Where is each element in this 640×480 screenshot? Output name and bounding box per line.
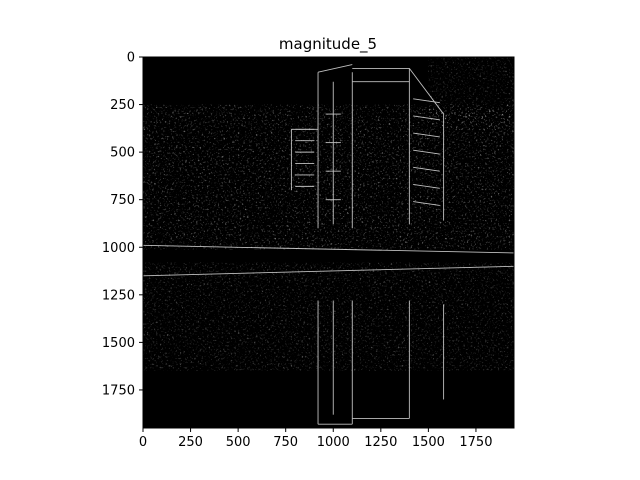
x-tick-label: 0 — [139, 435, 147, 450]
y-tick-label: 1500 — [102, 336, 135, 351]
y-tick-label: 500 — [110, 146, 135, 161]
y-tick-label: 250 — [110, 98, 135, 113]
x-tick-label: 1000 — [317, 435, 350, 450]
y-axis: 0 250 500 750 1000 1250 1500 1750 — [102, 51, 143, 399]
y-tick-label: 750 — [110, 193, 135, 208]
x-tick-label: 250 — [178, 435, 203, 450]
x-tick-label: 750 — [273, 435, 298, 450]
y-tick-label: 0 — [127, 51, 135, 66]
x-tick-label: 500 — [226, 435, 251, 450]
x-tick-label: 1750 — [459, 435, 492, 450]
y-tick-label: 1250 — [102, 288, 135, 303]
chart-title: magnitude_5 — [279, 35, 377, 54]
x-axis: 0 250 500 750 1000 1250 1500 1750 — [139, 428, 493, 450]
edge-magnitude-image — [143, 57, 514, 428]
y-tick-label: 1000 — [102, 241, 135, 256]
x-tick-label: 1250 — [364, 435, 397, 450]
y-tick-label: 1750 — [102, 383, 135, 398]
x-tick-label: 1500 — [412, 435, 445, 450]
